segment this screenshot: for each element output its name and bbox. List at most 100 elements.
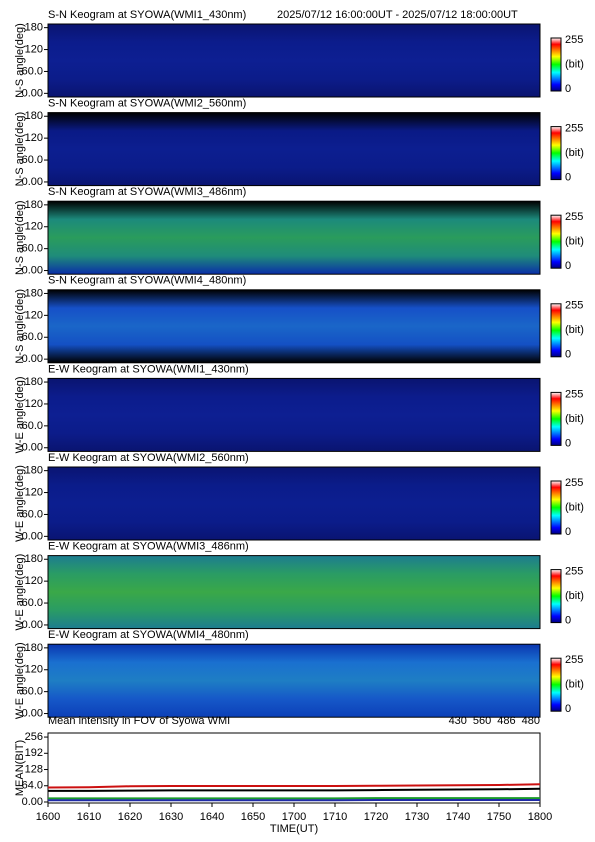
keogram-image	[48, 289, 540, 363]
colorbar-min: 0	[565, 437, 571, 449]
colorbar-min: 0	[565, 349, 571, 361]
colorbar-min: 0	[565, 615, 571, 627]
y-tick-label: 180	[25, 642, 43, 654]
y-tick-label: 120	[25, 132, 43, 144]
x-tick-label: 1730	[405, 811, 429, 823]
x-tick-label: 1800	[528, 811, 552, 823]
y-axis-label: W-E angle(deg)	[14, 554, 26, 631]
y-tick-label: 128	[25, 763, 43, 775]
y-tick-label: 0.00	[22, 353, 43, 365]
colorbar	[550, 657, 562, 712]
colorbar	[550, 37, 562, 92]
y-tick-label: 120	[25, 486, 43, 498]
panel-title: E-W Keogram at SYOWA(WMI2_560nm)	[48, 452, 249, 464]
y-axis-label: MEAN(BIT)	[14, 740, 26, 796]
plot-frame	[47, 466, 541, 541]
y-tick-label: 120	[25, 398, 43, 410]
y-axis-label: N-S angle(deg)	[14, 23, 26, 98]
panel-title: S-N Keogram at SYOWA(WMI4_480nm)	[48, 275, 246, 287]
panel-title: S-N Keogram at SYOWA(WMI1_430nm)	[48, 9, 246, 21]
colorbar-min: 0	[565, 703, 571, 715]
plot-frame	[47, 112, 541, 187]
y-tick-label: 180	[25, 22, 43, 34]
y-tick-label: 60.0	[22, 420, 43, 432]
legend-entry: 430	[449, 715, 467, 727]
x-tick-label: 1750	[487, 811, 511, 823]
x-tick-label: 1650	[241, 811, 265, 823]
y-tick-label: 120	[25, 575, 43, 587]
y-tick-label: 0.00	[22, 264, 43, 276]
colorbar-max: 255	[565, 123, 583, 135]
plot-frame	[47, 200, 541, 275]
colorbar-label: (bit)	[565, 413, 584, 425]
colorbar-max: 255	[565, 388, 583, 400]
panel-title: S-N Keogram at SYOWA(WMI3_486nm)	[48, 186, 246, 198]
y-axis-label: N-S angle(deg)	[14, 112, 26, 187]
y-tick-label: 0.00	[22, 442, 43, 454]
keogram-image	[48, 644, 540, 718]
panel-title: E-W Keogram at SYOWA(WMI3_486nm)	[48, 541, 249, 553]
y-tick-label: 120	[25, 43, 43, 55]
y-tick-label: 0.00	[22, 87, 43, 99]
y-tick-label: 60.0	[22, 243, 43, 255]
colorbar-max: 255	[565, 211, 583, 223]
keogram-image	[48, 201, 540, 275]
y-tick-label: 120	[25, 309, 43, 321]
x-tick-label: 1740	[446, 811, 470, 823]
y-tick-label: 60.0	[22, 154, 43, 166]
data-line	[47, 783, 541, 789]
colorbar-max: 255	[565, 566, 583, 578]
keogram-image	[48, 555, 540, 629]
panel-title: E-W Keogram at SYOWA(WMI4_480nm)	[48, 629, 249, 641]
y-tick-label: 120	[25, 221, 43, 233]
plot-frame	[47, 377, 541, 452]
y-tick-label: 180	[25, 287, 43, 299]
y-tick-label: 60.0	[22, 65, 43, 77]
y-tick-label: 256	[25, 731, 43, 743]
colorbar-max: 255	[565, 477, 583, 489]
y-axis-label: W-E angle(deg)	[14, 376, 26, 453]
keogram-image	[48, 378, 540, 452]
keogram-image	[48, 24, 540, 97]
colorbar-max: 255	[565, 654, 583, 666]
plot-frame	[47, 289, 541, 364]
colorbar-label: (bit)	[565, 590, 584, 602]
colorbar	[550, 569, 562, 624]
plot-frame	[47, 23, 541, 98]
colorbar-label: (bit)	[565, 58, 584, 70]
x-tick-label: 1630	[159, 811, 183, 823]
y-tick-label: 60.0	[22, 686, 43, 698]
chart-title: Mean intensity in FOV of Syowa WMI	[48, 715, 230, 727]
y-tick-label: 180	[25, 553, 43, 565]
y-tick-label: 120	[25, 664, 43, 676]
y-axis-label: N-S angle(deg)	[14, 289, 26, 364]
y-tick-label: 180	[25, 465, 43, 477]
x-tick-label: 1710	[323, 811, 347, 823]
colorbar-min: 0	[565, 172, 571, 184]
x-tick-label: 1610	[77, 811, 101, 823]
y-tick-label: 60.0	[22, 597, 43, 609]
colorbar-max: 255	[565, 300, 583, 312]
colorbar-max: 255	[565, 34, 583, 46]
x-tick-label: 1620	[118, 811, 142, 823]
y-tick-label: 180	[25, 110, 43, 122]
x-axis-label: TIME(UT)	[270, 823, 318, 835]
colorbar	[550, 214, 562, 269]
panel-title: E-W Keogram at SYOWA(WMI1_430nm)	[48, 363, 249, 375]
legend-entry: 480	[522, 715, 540, 727]
colorbar-label: (bit)	[565, 501, 584, 513]
y-tick-label: 0.00	[22, 707, 43, 719]
time-range: 2025/07/12 16:00:00UT - 2025/07/12 18:00…	[277, 9, 518, 21]
plot-frame	[47, 555, 541, 630]
colorbar-min: 0	[565, 526, 571, 538]
x-tick-label: 1600	[36, 811, 60, 823]
y-tick-label: 0.00	[22, 176, 43, 188]
keogram-image	[48, 112, 540, 186]
y-axis-label: N-S angle(deg)	[14, 200, 26, 275]
y-tick-label: 0.00	[22, 796, 43, 808]
keogram-image	[48, 467, 540, 540]
y-tick-label: 192	[25, 747, 43, 759]
x-tick-label: 1640	[200, 811, 224, 823]
panel-title: S-N Keogram at SYOWA(WMI2_560nm)	[48, 98, 246, 110]
y-tick-label: 60.0	[22, 331, 43, 343]
